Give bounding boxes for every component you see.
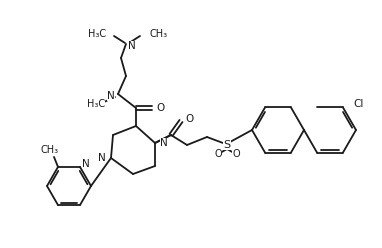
Text: Cl: Cl [353,99,363,109]
Text: N: N [98,153,106,163]
Text: N: N [128,41,136,51]
Text: CH₃: CH₃ [41,145,59,155]
Text: O: O [185,114,193,124]
Text: CH₃: CH₃ [150,29,168,39]
Text: N: N [160,138,168,148]
Text: O: O [156,103,164,113]
Text: H₃C: H₃C [88,29,106,39]
Text: O: O [232,149,240,159]
Text: N: N [82,159,90,169]
Text: O: O [214,149,222,159]
Text: H₃C: H₃C [87,99,105,109]
Text: N: N [107,91,115,101]
Text: S: S [223,140,231,150]
